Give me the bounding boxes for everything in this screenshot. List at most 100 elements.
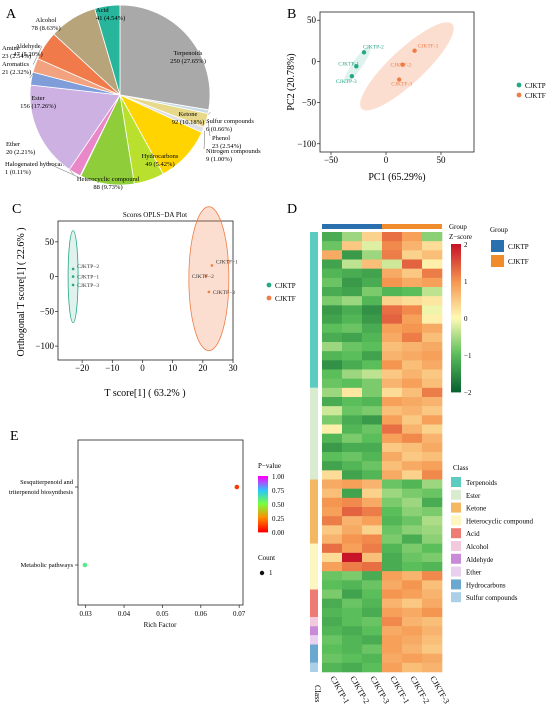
data-point bbox=[397, 77, 402, 82]
heatmap-cell bbox=[362, 525, 383, 535]
heatmap-cell bbox=[362, 442, 383, 453]
data-point bbox=[71, 267, 75, 271]
heatmap-cell bbox=[382, 387, 403, 398]
heatmap-cell bbox=[402, 534, 423, 544]
class-legend-swatch bbox=[451, 477, 461, 487]
pie-slice-value: 23 (2.54%) bbox=[212, 143, 241, 150]
class-legend-swatch bbox=[451, 502, 461, 513]
pie-slice-value: 23 (2.54%) bbox=[2, 53, 31, 60]
class-legend-swatch bbox=[451, 566, 461, 577]
heatmap-cell bbox=[422, 598, 443, 609]
heatmap-cell bbox=[402, 525, 423, 535]
panel-letter-d: D bbox=[287, 202, 297, 217]
heatmap-cell bbox=[342, 323, 363, 334]
heatmap-cell bbox=[382, 635, 403, 645]
pvalue-colorbar-step bbox=[258, 519, 268, 522]
heatmap-cell bbox=[342, 598, 363, 609]
y-tick-label: −50 bbox=[302, 98, 317, 108]
heatmap-cell bbox=[362, 241, 383, 251]
heatmap-cell bbox=[382, 589, 403, 599]
heatmap-cell bbox=[322, 406, 343, 416]
heatmap-cell bbox=[422, 241, 443, 251]
data-point bbox=[71, 275, 75, 278]
heatmap-cell bbox=[342, 360, 363, 370]
heatmap-cell bbox=[402, 277, 423, 288]
pvalue-colorbar-step bbox=[258, 498, 268, 501]
heatmap-cell bbox=[342, 534, 363, 544]
heatmap-cell bbox=[402, 433, 423, 444]
heatmap-cell bbox=[322, 332, 343, 343]
heatmap-cell bbox=[422, 442, 443, 453]
legend-marker bbox=[266, 282, 272, 288]
colorbar-step bbox=[451, 268, 461, 272]
heatmap-cell bbox=[342, 607, 363, 618]
heatmap-cell bbox=[322, 314, 343, 324]
heatmap-cell bbox=[342, 424, 363, 434]
heatmap-cell bbox=[382, 534, 403, 544]
pie-leader-line bbox=[32, 45, 43, 65]
pie-leader-line bbox=[203, 130, 206, 150]
heatmap-cell bbox=[402, 406, 423, 416]
legend-label: CJKTF bbox=[525, 92, 546, 100]
heatmap-cell bbox=[402, 232, 423, 242]
pvalue-colorbar-step bbox=[258, 480, 268, 482]
data-point-label: CJKTF-1 bbox=[418, 44, 439, 50]
heatmap-column-label: CJKTP-1 bbox=[328, 675, 351, 706]
heatmap-cell bbox=[362, 617, 383, 627]
pie-slice-label: Phenol bbox=[212, 135, 230, 142]
heatmap-cell bbox=[322, 516, 343, 526]
pvalue-colorbar-step bbox=[258, 512, 268, 515]
count-legend-title: Count bbox=[258, 554, 275, 562]
class-legend-label: Aldehyde bbox=[466, 556, 493, 564]
pie-leader-line bbox=[207, 121, 211, 137]
heatmap-cell bbox=[362, 598, 383, 609]
heatmap-cell bbox=[382, 470, 403, 480]
pie-slice-value: 21 (2.32%) bbox=[2, 69, 31, 76]
heatmap-cell bbox=[422, 488, 443, 499]
count-legend-marker bbox=[259, 570, 265, 576]
panel-letter-e: E bbox=[10, 429, 19, 444]
colorbar-step bbox=[451, 359, 461, 363]
pvalue-colorbar-step bbox=[258, 516, 268, 519]
heatmap-cell bbox=[422, 397, 443, 407]
class-legend-swatch bbox=[451, 541, 461, 551]
data-point bbox=[71, 283, 75, 287]
x-tick-label: 0.05 bbox=[156, 610, 169, 618]
heatmap-cell bbox=[382, 397, 403, 407]
heatmap-cell bbox=[382, 277, 403, 288]
pvalue-colorbar-step bbox=[258, 481, 268, 484]
heatmap-cell bbox=[322, 305, 343, 315]
pvalue-colorbar-step bbox=[258, 501, 268, 503]
heatmap-cell bbox=[322, 607, 343, 618]
x-tick-label: −20 bbox=[75, 363, 90, 373]
colorbar-step bbox=[451, 266, 461, 270]
heatmap-cell bbox=[382, 424, 403, 434]
category-label: triterpenoid biosynthesis bbox=[9, 489, 74, 496]
heatmap-cell bbox=[382, 552, 403, 563]
colorbar-step bbox=[451, 251, 461, 255]
heatmap-cell bbox=[382, 241, 403, 251]
pie-slice-label: Amine bbox=[2, 45, 20, 52]
colorbar-step bbox=[451, 389, 461, 393]
pvalue-colorbar-step bbox=[258, 518, 268, 520]
heatmap-cell bbox=[422, 470, 443, 480]
colorbar-step bbox=[451, 382, 461, 385]
class-legend-swatch bbox=[451, 515, 461, 526]
heatmap-cell bbox=[402, 397, 423, 407]
heatmap-cell bbox=[322, 241, 343, 251]
colorbar-step bbox=[451, 310, 461, 314]
heatmap-cell bbox=[362, 452, 383, 462]
heatmap-cell bbox=[342, 488, 363, 499]
count-legend-value: 1 bbox=[269, 569, 273, 577]
heatmap-cell bbox=[342, 507, 363, 517]
heatmap-cell bbox=[362, 543, 383, 554]
data-point-label: CJKTP−1 bbox=[77, 275, 99, 281]
heatmap-cell bbox=[422, 268, 443, 279]
heatmap-column-label: CJKTP-3 bbox=[368, 675, 391, 706]
x-tick-label: 10 bbox=[168, 363, 178, 373]
heatmap-cell bbox=[422, 461, 443, 471]
heatmap-cell bbox=[362, 397, 383, 407]
x-tick-label: 30 bbox=[229, 363, 239, 373]
heatmap-cell bbox=[362, 387, 383, 398]
pvalue-tick-label: 0.00 bbox=[272, 529, 285, 537]
